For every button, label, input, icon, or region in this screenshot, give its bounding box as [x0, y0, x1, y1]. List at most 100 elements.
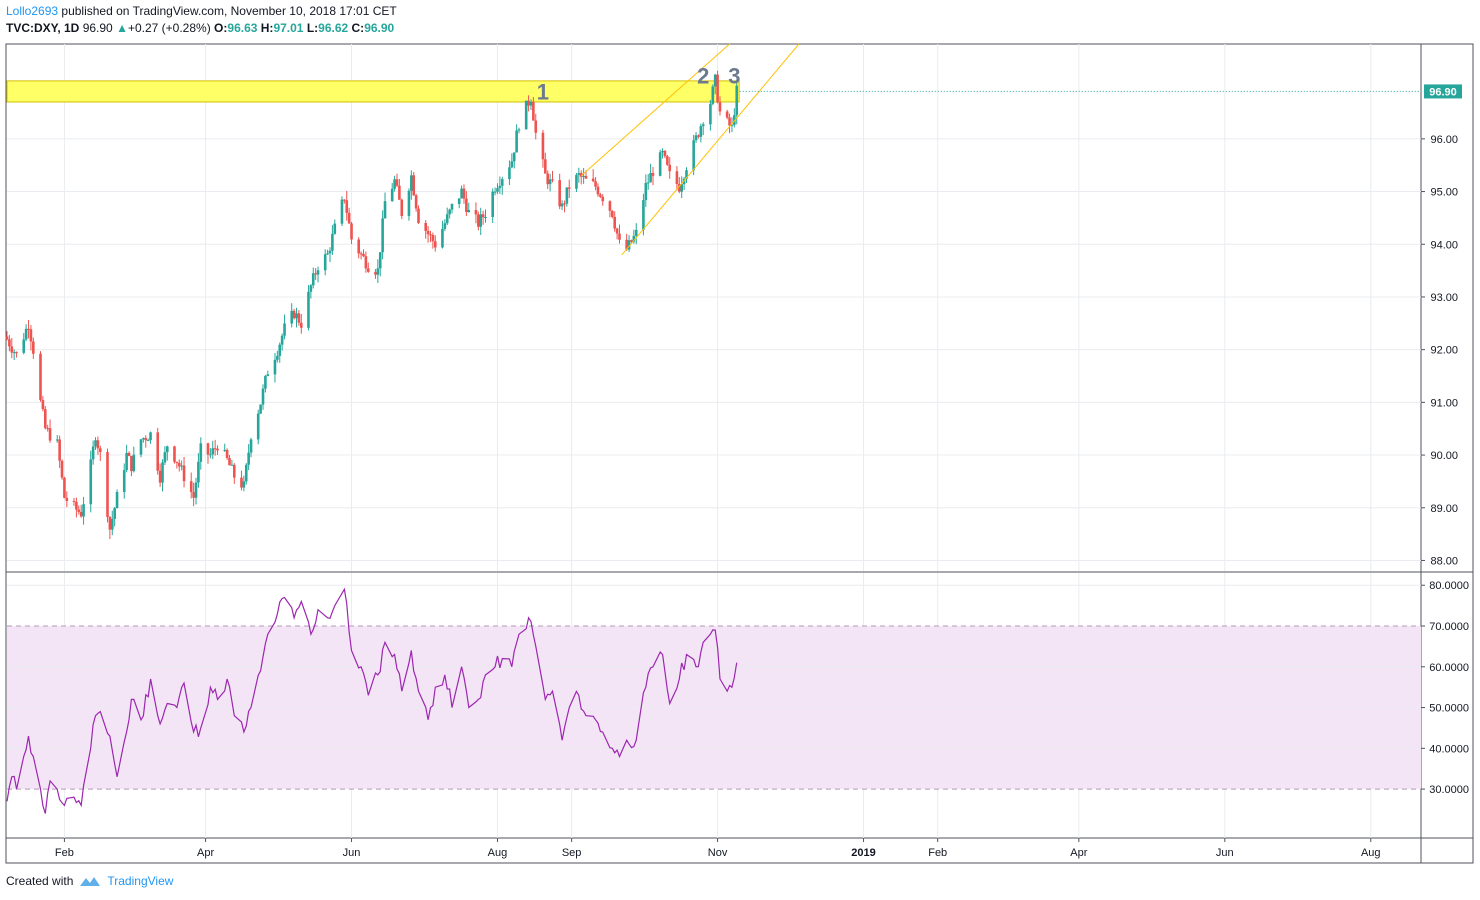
candle-up	[448, 209, 451, 215]
candle-down	[591, 178, 595, 182]
candle-up	[273, 359, 277, 375]
candle-up	[500, 179, 504, 186]
candle-up	[290, 310, 294, 324]
created-with-text: Created with	[6, 874, 74, 888]
candle-up	[264, 376, 267, 389]
x-tick-label: Aug	[1361, 847, 1381, 859]
candle-down	[192, 491, 195, 498]
candle-up	[733, 115, 736, 125]
wave-label-2[interactable]: 2	[697, 64, 709, 89]
x-tick-label: Apr	[1070, 847, 1087, 859]
price-tick-label: 95.00	[1430, 187, 1458, 199]
candle-down	[216, 448, 219, 451]
candle-up	[295, 313, 298, 319]
last-price-tag	[1424, 84, 1462, 99]
candle-up	[701, 124, 705, 127]
channel-upper-line[interactable]	[580, 43, 730, 177]
candle-down	[398, 185, 401, 200]
candle-down	[532, 101, 535, 121]
candle-up	[94, 440, 97, 447]
candle-down	[96, 440, 100, 449]
publish-line: Lollo2693 published on TradingView.com, …	[6, 3, 397, 20]
tradingview-link[interactable]: TradingView	[107, 874, 174, 888]
candle-down	[594, 181, 597, 187]
candle-down	[544, 159, 547, 174]
candle-up	[307, 291, 310, 328]
rsi-line[interactable]	[6, 587, 738, 814]
candle-down	[65, 497, 69, 502]
candle-up	[634, 229, 638, 236]
candle-up	[627, 240, 631, 250]
x-tick-label: Feb	[928, 847, 947, 859]
candle-up	[223, 449, 227, 451]
candle-down	[718, 102, 722, 112]
ohlc-line: TVC:DXY, 1D 96.90 ▲+0.27 (+0.28%) O:96.6…	[6, 20, 397, 37]
close-value: 96.90	[364, 21, 395, 35]
resistance-zone[interactable]	[6, 80, 740, 103]
candle-down	[232, 464, 236, 478]
candle-down	[465, 198, 468, 212]
candle-up	[247, 452, 250, 465]
author-link[interactable]: Lollo2693	[6, 4, 59, 18]
x-tick-label: 2019	[851, 847, 875, 859]
candle-up	[113, 508, 116, 519]
wave-label-1[interactable]: 1	[537, 79, 549, 104]
candle-down	[412, 175, 416, 196]
candle-up	[331, 233, 334, 251]
price-tick-label: 88.00	[1430, 555, 1458, 567]
candle-up	[548, 179, 552, 185]
candle-down	[400, 199, 404, 216]
rsi-tick-label: 60.0000	[1429, 662, 1469, 674]
tradingview-logo-icon[interactable]	[79, 874, 101, 888]
candle-down	[429, 234, 432, 236]
candle-down	[613, 216, 617, 229]
candle-up	[230, 464, 234, 466]
candle-up	[709, 103, 712, 125]
candle-down	[678, 184, 681, 192]
rsi-tick-label: 80.0000	[1429, 580, 1469, 592]
symbol-label: TVC:DXY, 1D	[6, 21, 80, 35]
rsi-pane[interactable]: 30.0000 40.0000 50.0000 60.0000 70.0000 80.00…	[6, 573, 1469, 838]
candle-down	[46, 428, 49, 430]
candle-down	[601, 196, 605, 202]
candle-up	[498, 185, 502, 189]
candle-down	[41, 400, 45, 410]
candle-up	[381, 218, 384, 253]
candle-down	[43, 409, 47, 429]
candle-up	[280, 335, 284, 345]
candle-up	[680, 184, 684, 192]
candle-up	[390, 188, 394, 202]
candle-up	[441, 228, 444, 248]
open-value: 96.63	[227, 21, 258, 35]
x-tick-label: Nov	[708, 847, 728, 859]
candle-up	[467, 209, 471, 212]
candle-up	[508, 167, 511, 180]
time-axis[interactable]: Feb Apr Jun Aug Sep Nov 2019 Feb Apr Jun Aug	[55, 838, 1381, 859]
candle-down	[725, 111, 729, 118]
candle-down	[366, 268, 370, 272]
candle-down	[668, 164, 672, 172]
price-tick-label: 96.00	[1430, 134, 1458, 146]
candle-down	[299, 322, 303, 328]
candle-up	[166, 446, 169, 453]
wave-label-3[interactable]: 3	[728, 64, 740, 89]
candle-down	[615, 228, 619, 234]
candle-up	[125, 452, 128, 471]
candle-up	[163, 452, 167, 463]
candle-up	[685, 170, 688, 179]
candle-down	[58, 439, 61, 461]
candle-up	[340, 199, 344, 224]
candle-up	[658, 152, 662, 176]
candle-up	[484, 216, 487, 218]
candle-down	[39, 353, 42, 401]
candle-up	[244, 464, 248, 482]
price-tick-label: 93.00	[1430, 292, 1458, 304]
candle-down	[551, 179, 554, 181]
channel-lower-line[interactable]	[621, 43, 800, 256]
candle-down	[374, 271, 377, 275]
candle-down	[426, 230, 430, 235]
candle-down	[474, 209, 478, 215]
candle-down	[182, 465, 186, 482]
candle-down	[477, 214, 480, 227]
